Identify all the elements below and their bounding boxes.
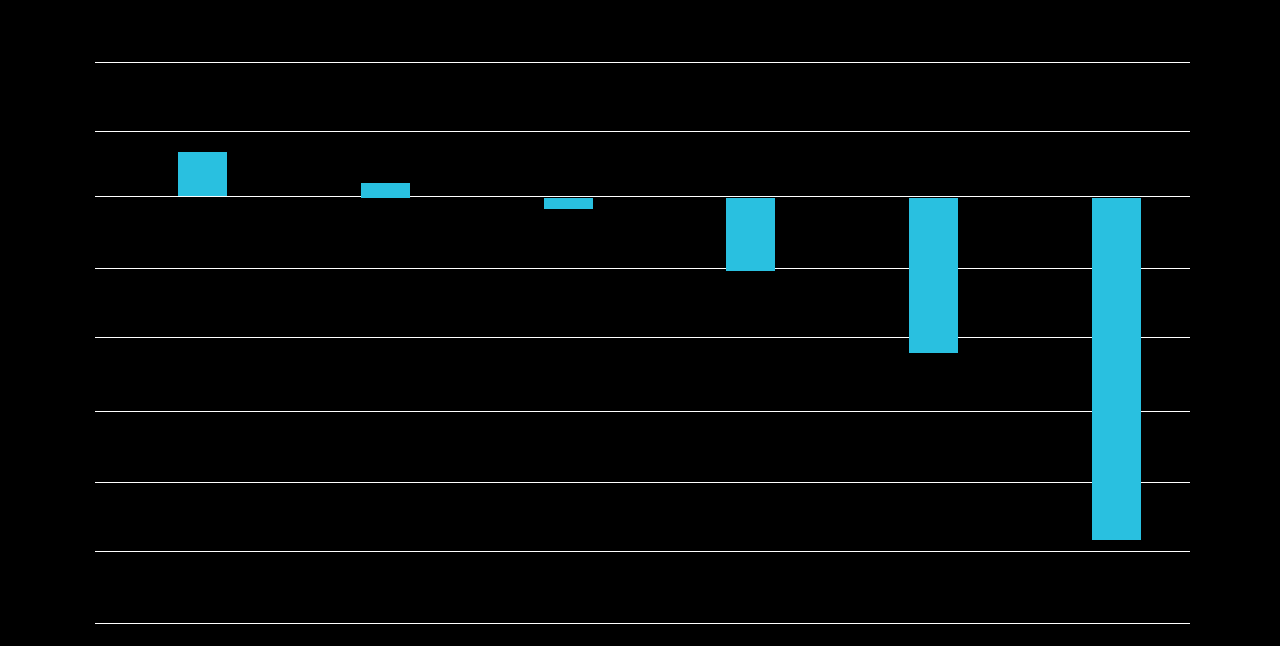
bar xyxy=(544,198,593,209)
gridline xyxy=(95,551,1190,552)
bar xyxy=(178,152,227,196)
bar xyxy=(361,183,410,198)
bar-chart xyxy=(95,0,1190,646)
bar xyxy=(1092,198,1141,540)
gridline xyxy=(95,411,1190,412)
gridline xyxy=(95,131,1190,132)
gridline xyxy=(95,196,1190,197)
gridline xyxy=(95,482,1190,483)
gridline xyxy=(95,268,1190,269)
gridline xyxy=(95,62,1190,63)
bar xyxy=(909,198,958,353)
gridline xyxy=(95,337,1190,338)
bar xyxy=(726,198,775,271)
gridline xyxy=(95,623,1190,624)
